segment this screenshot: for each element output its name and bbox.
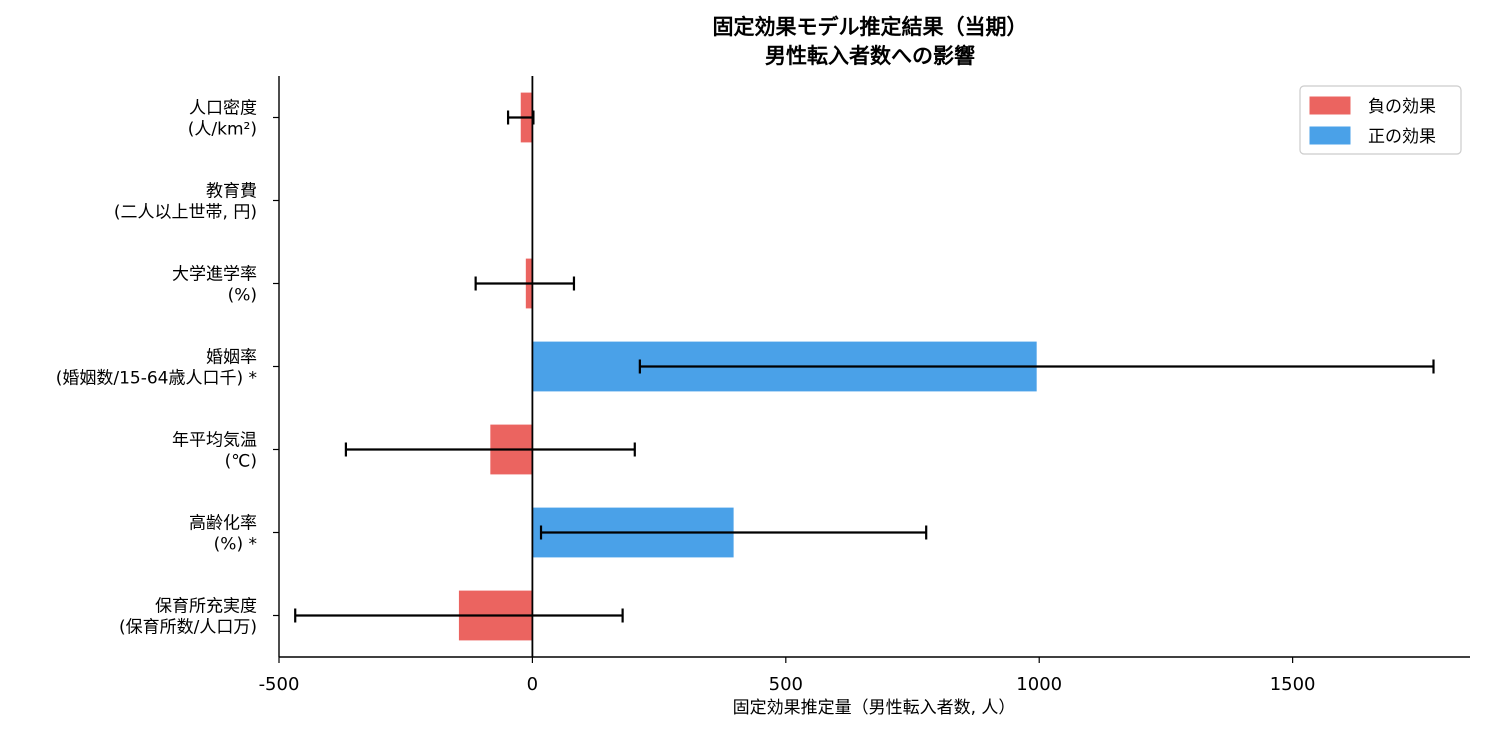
y-tick-label-line: (人/km²): [188, 120, 257, 140]
y-tick-label: 婚姻率(婚姻数/15-64歳人口千) *: [56, 348, 257, 389]
chart-subtitle: 男性転入者数への影響: [765, 44, 975, 68]
y-tick-labels: 人口密度(人/km²) 教育費(二人以上世帯, 円) 大学進学率(%) 婚姻率(婚姻数…: [56, 99, 257, 638]
x-tick-label: 1500: [1270, 674, 1316, 695]
y-tick-label-line: (婚姻数/15-64歳人口千) *: [56, 369, 257, 389]
y-tick-label: 年平均気温(℃): [172, 431, 257, 472]
legend-label: 負の効果: [1368, 97, 1436, 117]
legend-label: 正の効果: [1368, 127, 1436, 147]
y-tick-label-line: (保育所数/人口万): [119, 618, 257, 638]
y-tick-label: 高齢化率(%) *: [189, 514, 257, 555]
y-tick-label-line: 高齢化率: [189, 514, 257, 534]
y-tick-label-line: (℃): [225, 452, 257, 472]
x-tick-label: 0: [527, 674, 538, 695]
legend-swatch: [1309, 96, 1351, 115]
y-tick-label-line: (%) *: [214, 535, 257, 555]
y-tick-label: 人口密度(人/km²): [188, 99, 257, 140]
x-tick-labels: -500 0 500 1000 1500: [259, 674, 1316, 695]
y-tick-label-line: 教育費: [206, 182, 257, 202]
y-tick-label-line: 年平均気温: [172, 431, 257, 451]
axes-layer: [273, 76, 1470, 663]
errorbars-layer: [294, 110, 1435, 623]
y-tick-label-line: 保育所充実度: [155, 597, 257, 617]
y-tick-label-line: 大学進学率: [172, 265, 257, 285]
y-tick-label: 大学進学率(%): [172, 265, 257, 306]
y-tick-label-line: 婚姻率: [206, 348, 257, 368]
y-tick-label-line: 人口密度: [189, 99, 257, 119]
y-tick-label-line: (%): [228, 286, 257, 306]
y-tick-label: 教育費(二人以上世帯, 円): [114, 182, 257, 223]
x-tick-label: -500: [259, 674, 300, 695]
chart-title: 固定効果モデル推定結果（当期）: [713, 15, 1028, 39]
y-tick-label: 保育所充実度(保育所数/人口万): [119, 597, 257, 638]
x-axis-label: 固定効果推定量（男性転入者数, 人）: [733, 698, 1016, 718]
legend-swatch: [1309, 126, 1351, 145]
x-tick-label: 500: [769, 674, 803, 695]
y-tick-label-line: (二人以上世帯, 円): [114, 203, 257, 223]
x-tick-label: 1000: [1016, 674, 1062, 695]
